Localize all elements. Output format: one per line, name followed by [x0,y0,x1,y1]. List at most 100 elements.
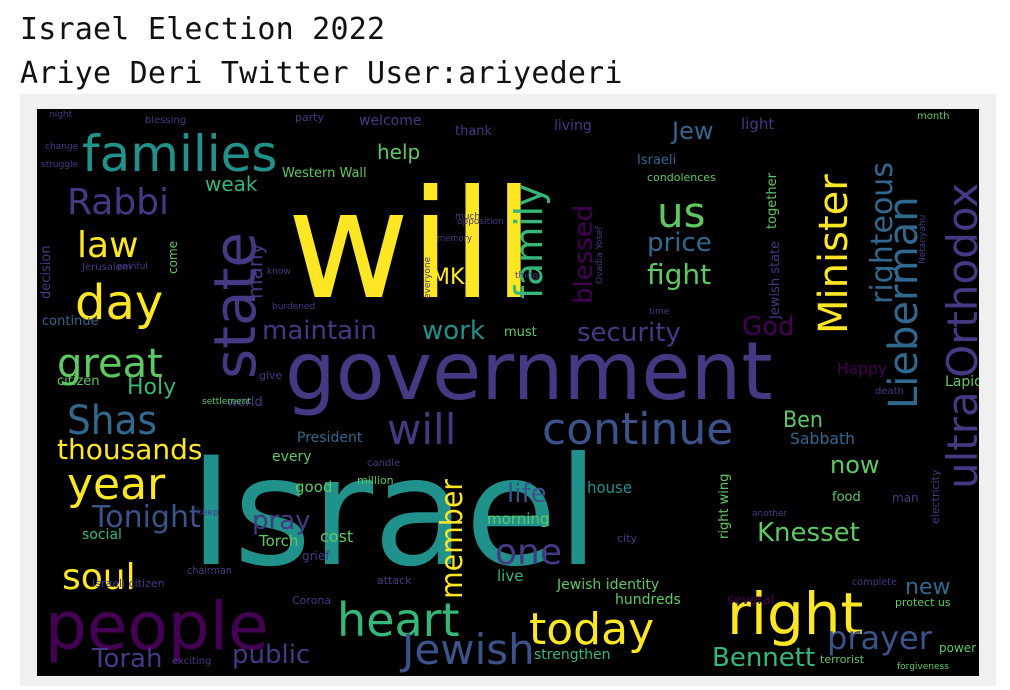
word-today-14: today [529,604,654,655]
word-many-50: many [243,243,267,299]
word-president-72: President [297,430,363,446]
word-decision-83: decision [39,245,54,299]
word-power-62: power [939,641,976,655]
word-much-123: much [455,212,480,222]
word-keep-112: keep [197,508,219,518]
word-hundreds-58: hundreds [615,592,681,608]
word-new-51: new [905,575,950,600]
word-opposition-116: opposition [457,217,504,227]
word-protect-us-61: protect us [895,596,951,609]
word-help-47: help [377,140,420,164]
word-every-71: every [272,449,312,465]
word-great-17: great [57,341,163,387]
word-live-66: live [497,567,523,585]
word-security-32: security [577,318,681,348]
word-bennett-31: Bennett [712,643,815,673]
word-maintain-33: maintain [262,316,377,346]
word-complete-104: complete [852,577,897,588]
word-rabbi-20: Rabbi [67,182,169,223]
word-us-22: us [657,188,706,237]
word-one-25: one [495,532,562,573]
word-know-119: know [267,267,291,277]
word-month-95: month [917,111,949,122]
word-sabbath-52: Sabbath [790,429,855,448]
word-condolences-98: condolences [647,171,716,184]
word-holy-42: Holy [127,375,176,400]
word-work-34: work [422,316,485,346]
word-heart-7: heart [337,593,460,647]
word-chairman-100: chairman [187,564,232,577]
word-family-23: family [507,184,551,299]
word-lapid-53: Lapid [945,374,979,390]
word-burdened-120: burdened [272,302,315,312]
word-mk-49: MK [431,265,465,290]
word-jerusalem-108: Jerusalem [81,262,132,273]
word-ultra-orthodox-8: ultra Orthodox [938,183,979,489]
word-people-3: people [45,588,269,665]
word-electricity-99: electricity [929,469,942,524]
word-thousands-27: thousands [57,433,202,466]
word-corona-91: Corona [292,594,331,607]
word-world-84: world [227,395,263,410]
word-morning-64: morning [487,510,549,528]
word-ben-45: Ben [783,408,823,433]
word-blessing-97: blessing [145,115,186,126]
word-death-103: death [875,386,904,397]
word-thank-78: thank [455,124,493,139]
word-give-94: give [259,369,283,382]
word-righteous-41: righteous [865,162,900,304]
word-weak-48: weak [205,172,258,196]
word-blessed-40: blessed [569,205,599,304]
word-israel-1: Israel [189,426,599,600]
word-soul-19: soul [62,557,136,598]
word-thing-113: thing [515,271,538,281]
word-welcome-75: welcome [359,113,421,129]
word-pray-39: pray [252,506,311,536]
word-state-5: state [201,232,269,379]
word-right-wing-82: right wing [717,474,732,539]
word-settlement-106: settlement [202,397,251,407]
word-will-0: will [287,159,535,333]
word-happy-54: Happy [837,359,887,378]
word-government-2: government [285,325,773,418]
word-another-111: another [752,509,787,519]
word-social-69: social [82,527,122,543]
word-struggle-109: struggle [41,160,79,170]
word-tonight-26: Tonight [91,500,201,535]
word-continue-11: continue [542,404,733,455]
word-light-77: light [741,115,774,133]
word-forgiveness-105: forgiveness [897,662,949,672]
word-million-92: million [357,474,394,487]
word-torch-68: Torch [258,532,298,550]
word-time-118: time [649,307,670,317]
word-memory-114: memory [437,234,473,244]
word-now-44: now [830,451,880,479]
word-strengthen-59: strengthen [534,647,610,663]
word-israeli-56: Israeli [637,153,676,168]
word-house-65: house [587,478,632,497]
word-jew-43: Jew [670,117,713,145]
word-shas-18: Shas [67,398,157,444]
word-price-36: price [647,228,712,258]
word-party-96: party [295,111,325,124]
word-living-76: living [554,118,592,134]
word-food-86: food [832,490,861,505]
word-candle-93: candle [367,458,400,469]
word-life-38: life [507,479,547,509]
word-day-16: day [75,275,163,331]
word-right-6: right [727,580,863,648]
word-city-88: city [617,532,637,545]
word-year-15: year [67,459,166,510]
word-grief-89: grief [302,549,330,563]
word-continue-74: continue [42,314,99,329]
word-jewish-identity-57: Jewish identity [556,577,659,593]
word-change-107: change [45,142,79,152]
word-painful-110: painful [117,262,148,272]
word-public-30: public [232,640,310,670]
word-prayer-24: prayer [827,619,933,657]
word-fight-35: fight [647,258,711,291]
header-title: Israel Election 2022 [20,12,386,47]
word-will-12: will [387,405,456,454]
word-man-87: man [892,491,919,505]
word-western-wall-55: Western Wall [282,166,367,181]
